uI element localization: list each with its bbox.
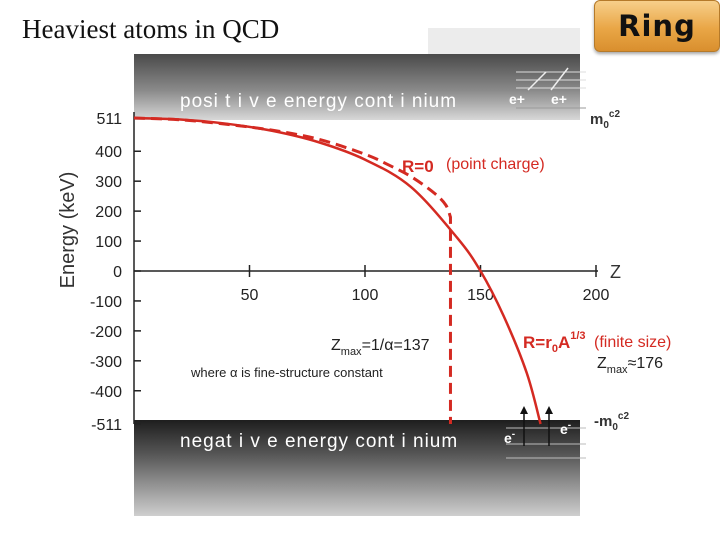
positive-continuum-band [134,54,580,120]
plot-area [134,120,580,420]
e-minus-label-2: e- [560,420,571,437]
e-plus-label-2: e+ [551,91,567,107]
y-tick-label: 400 [95,144,122,161]
finite-size-label: (finite size) [594,334,671,351]
y-tick-label: -100 [90,294,122,311]
negative-continuum-label: negat i v e energy cont i nium [180,431,458,452]
alpha-note: where α is fine-structure constant [190,365,383,380]
y-tick-label: -300 [90,354,122,371]
y-tick-label: -400 [90,384,122,401]
zmax-137-label: Zmax=1/α=137 [331,337,430,358]
y-tick-label: -511 [91,417,122,434]
zmax-176-label: Zmax≈176 [597,355,663,376]
x-tick-label: 50 [241,287,259,304]
negative-continuum-band [134,420,580,516]
series-line-finite-size [133,116,542,425]
y-tick-label: 200 [95,204,122,221]
y-tick-label: 100 [95,234,122,251]
x-tick-label: 100 [352,287,379,304]
y-tick-label: 300 [95,174,122,191]
x-tick-label: 200 [583,287,610,304]
positron-pair-diagram [516,67,586,109]
chart-top-notch [428,28,580,54]
minus-m0c2-label: -m0c2 [594,411,629,433]
point-charge-label: (point charge) [446,156,545,173]
m0c2-label: m0c2 [590,109,620,131]
e-minus-label-1: e- [504,429,515,446]
electron-levels-diagram [506,406,586,459]
x-tick-label: 150 [467,287,494,304]
e-plus-label-1: e+ [509,91,525,107]
r0-label: R=0 [402,157,434,176]
slide-title: Heaviest atoms in QCD [22,14,280,44]
y-tick-label: 511 [96,111,122,128]
ring-badge: Ring [594,0,720,52]
y-tick-label: -200 [90,324,122,341]
y-tick-label: 0 [113,264,122,281]
finite-radius-label: R=r0A1/3 [523,330,586,355]
x-axis-label: Z [610,262,621,282]
y-axis-label: Energy (keV) [57,172,79,289]
positive-continuum-label: posi t i v e energy cont i nium [180,91,457,112]
